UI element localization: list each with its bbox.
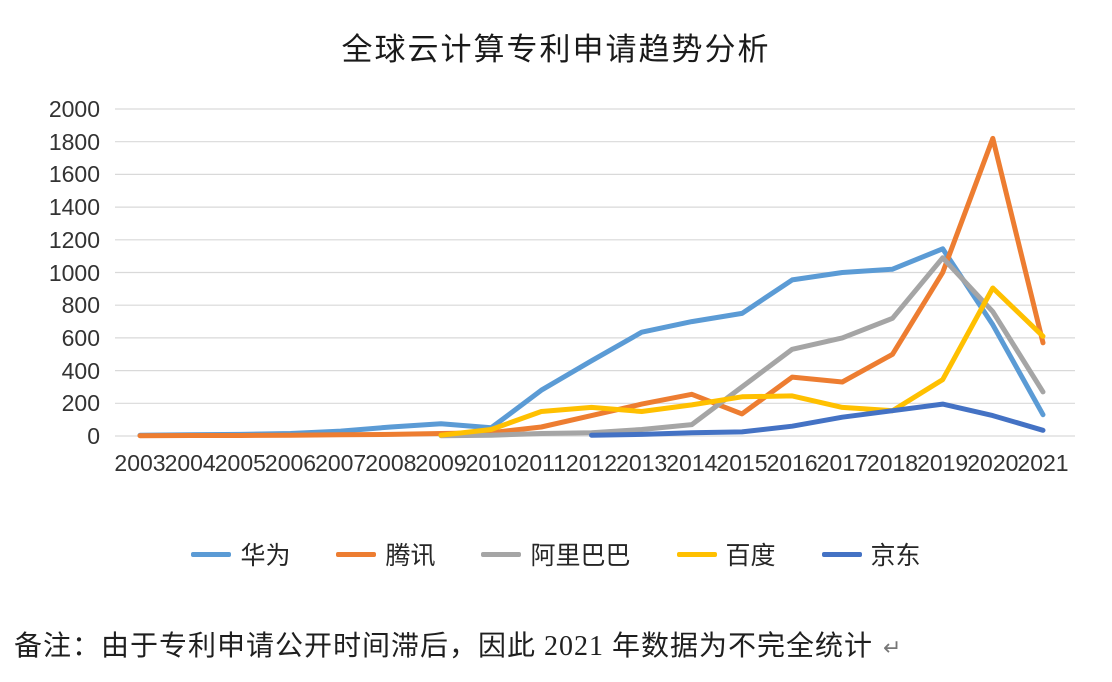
x-tick-label: 2021 <box>1017 450 1069 476</box>
series-line-阿里巴巴 <box>438 255 1046 439</box>
legend-label: 百度 <box>725 542 776 570</box>
y-tick-label: 600 <box>61 324 100 351</box>
chart-title: 全球云计算专利申请趋势分析 <box>341 32 771 67</box>
y-tick-label: 1400 <box>48 194 100 221</box>
paragraph-return-icon: ↵ <box>883 635 903 660</box>
x-tick-label: 2009 <box>415 450 467 476</box>
x-tick-label: 2017 <box>816 450 868 476</box>
y-tick-label: 400 <box>61 357 100 384</box>
legend-line-swatch-icon <box>481 551 522 557</box>
legend-line-swatch-icon <box>676 551 717 557</box>
legend-item-腾讯: 腾讯 <box>336 536 435 572</box>
legend-line-swatch-icon <box>821 551 862 557</box>
series-line-京东 <box>589 401 1046 438</box>
x-tick-label: 2003 <box>114 450 166 476</box>
legend-item-百度: 百度 <box>676 536 776 572</box>
y-tick-label: 200 <box>61 390 100 417</box>
legend-item-阿里巴巴: 阿里巴巴 <box>481 536 631 572</box>
footnote-text: 备注：由于专利申请公开时间滞后，因此 2021 年数据为不完全统计 <box>14 631 874 662</box>
legend-line-swatch-icon <box>191 551 232 557</box>
x-tick-label: 2010 <box>465 450 517 476</box>
y-tick-label: 1200 <box>48 226 100 253</box>
y-tick-label: 2000 <box>48 96 100 122</box>
y-tick-label: 0 <box>87 423 100 449</box>
y-tick-label: 1000 <box>48 259 100 286</box>
x-tick-label: 2004 <box>164 450 216 476</box>
x-tick-label: 2014 <box>666 450 718 476</box>
x-tick-label: 2015 <box>716 450 768 476</box>
legend-item-京东: 京东 <box>821 536 921 572</box>
legend-label: 阿里巴巴 <box>530 542 631 570</box>
footnote: 备注：由于专利申请公开时间滞后，因此 2021 年数据为不完全统计 ↵ <box>14 624 902 664</box>
chart-legend: 华为 腾讯 阿里巴巴 百度 京东 <box>0 536 1112 572</box>
x-tick-label: 2019 <box>917 450 969 476</box>
x-tick-label: 2005 <box>214 450 266 476</box>
legend-item-华为: 华为 <box>191 536 290 572</box>
x-tick-label: 2018 <box>866 450 919 476</box>
y-tick-label: 800 <box>61 292 100 319</box>
x-tick-label: 2006 <box>264 450 317 476</box>
legend-label: 京东 <box>870 542 921 570</box>
x-tick-label: 2011 <box>516 450 567 476</box>
legend-label: 腾讯 <box>385 542 436 570</box>
series-line-百度 <box>438 285 1046 438</box>
legend-label: 华为 <box>240 542 291 570</box>
x-tick-label: 2012 <box>565 450 618 476</box>
legend-line-swatch-icon <box>336 551 377 557</box>
x-tick-label: 2007 <box>315 450 367 476</box>
x-tick-label: 2008 <box>365 450 417 476</box>
x-tick-label: 2020 <box>967 450 1019 476</box>
series-line-腾讯 <box>137 135 1046 439</box>
x-tick-label: 2016 <box>766 450 818 476</box>
plot-area <box>115 108 1075 439</box>
x-tick-label: 2013 <box>616 450 668 476</box>
y-tick-label: 1600 <box>48 161 100 188</box>
y-tick-label: 1800 <box>48 128 100 155</box>
